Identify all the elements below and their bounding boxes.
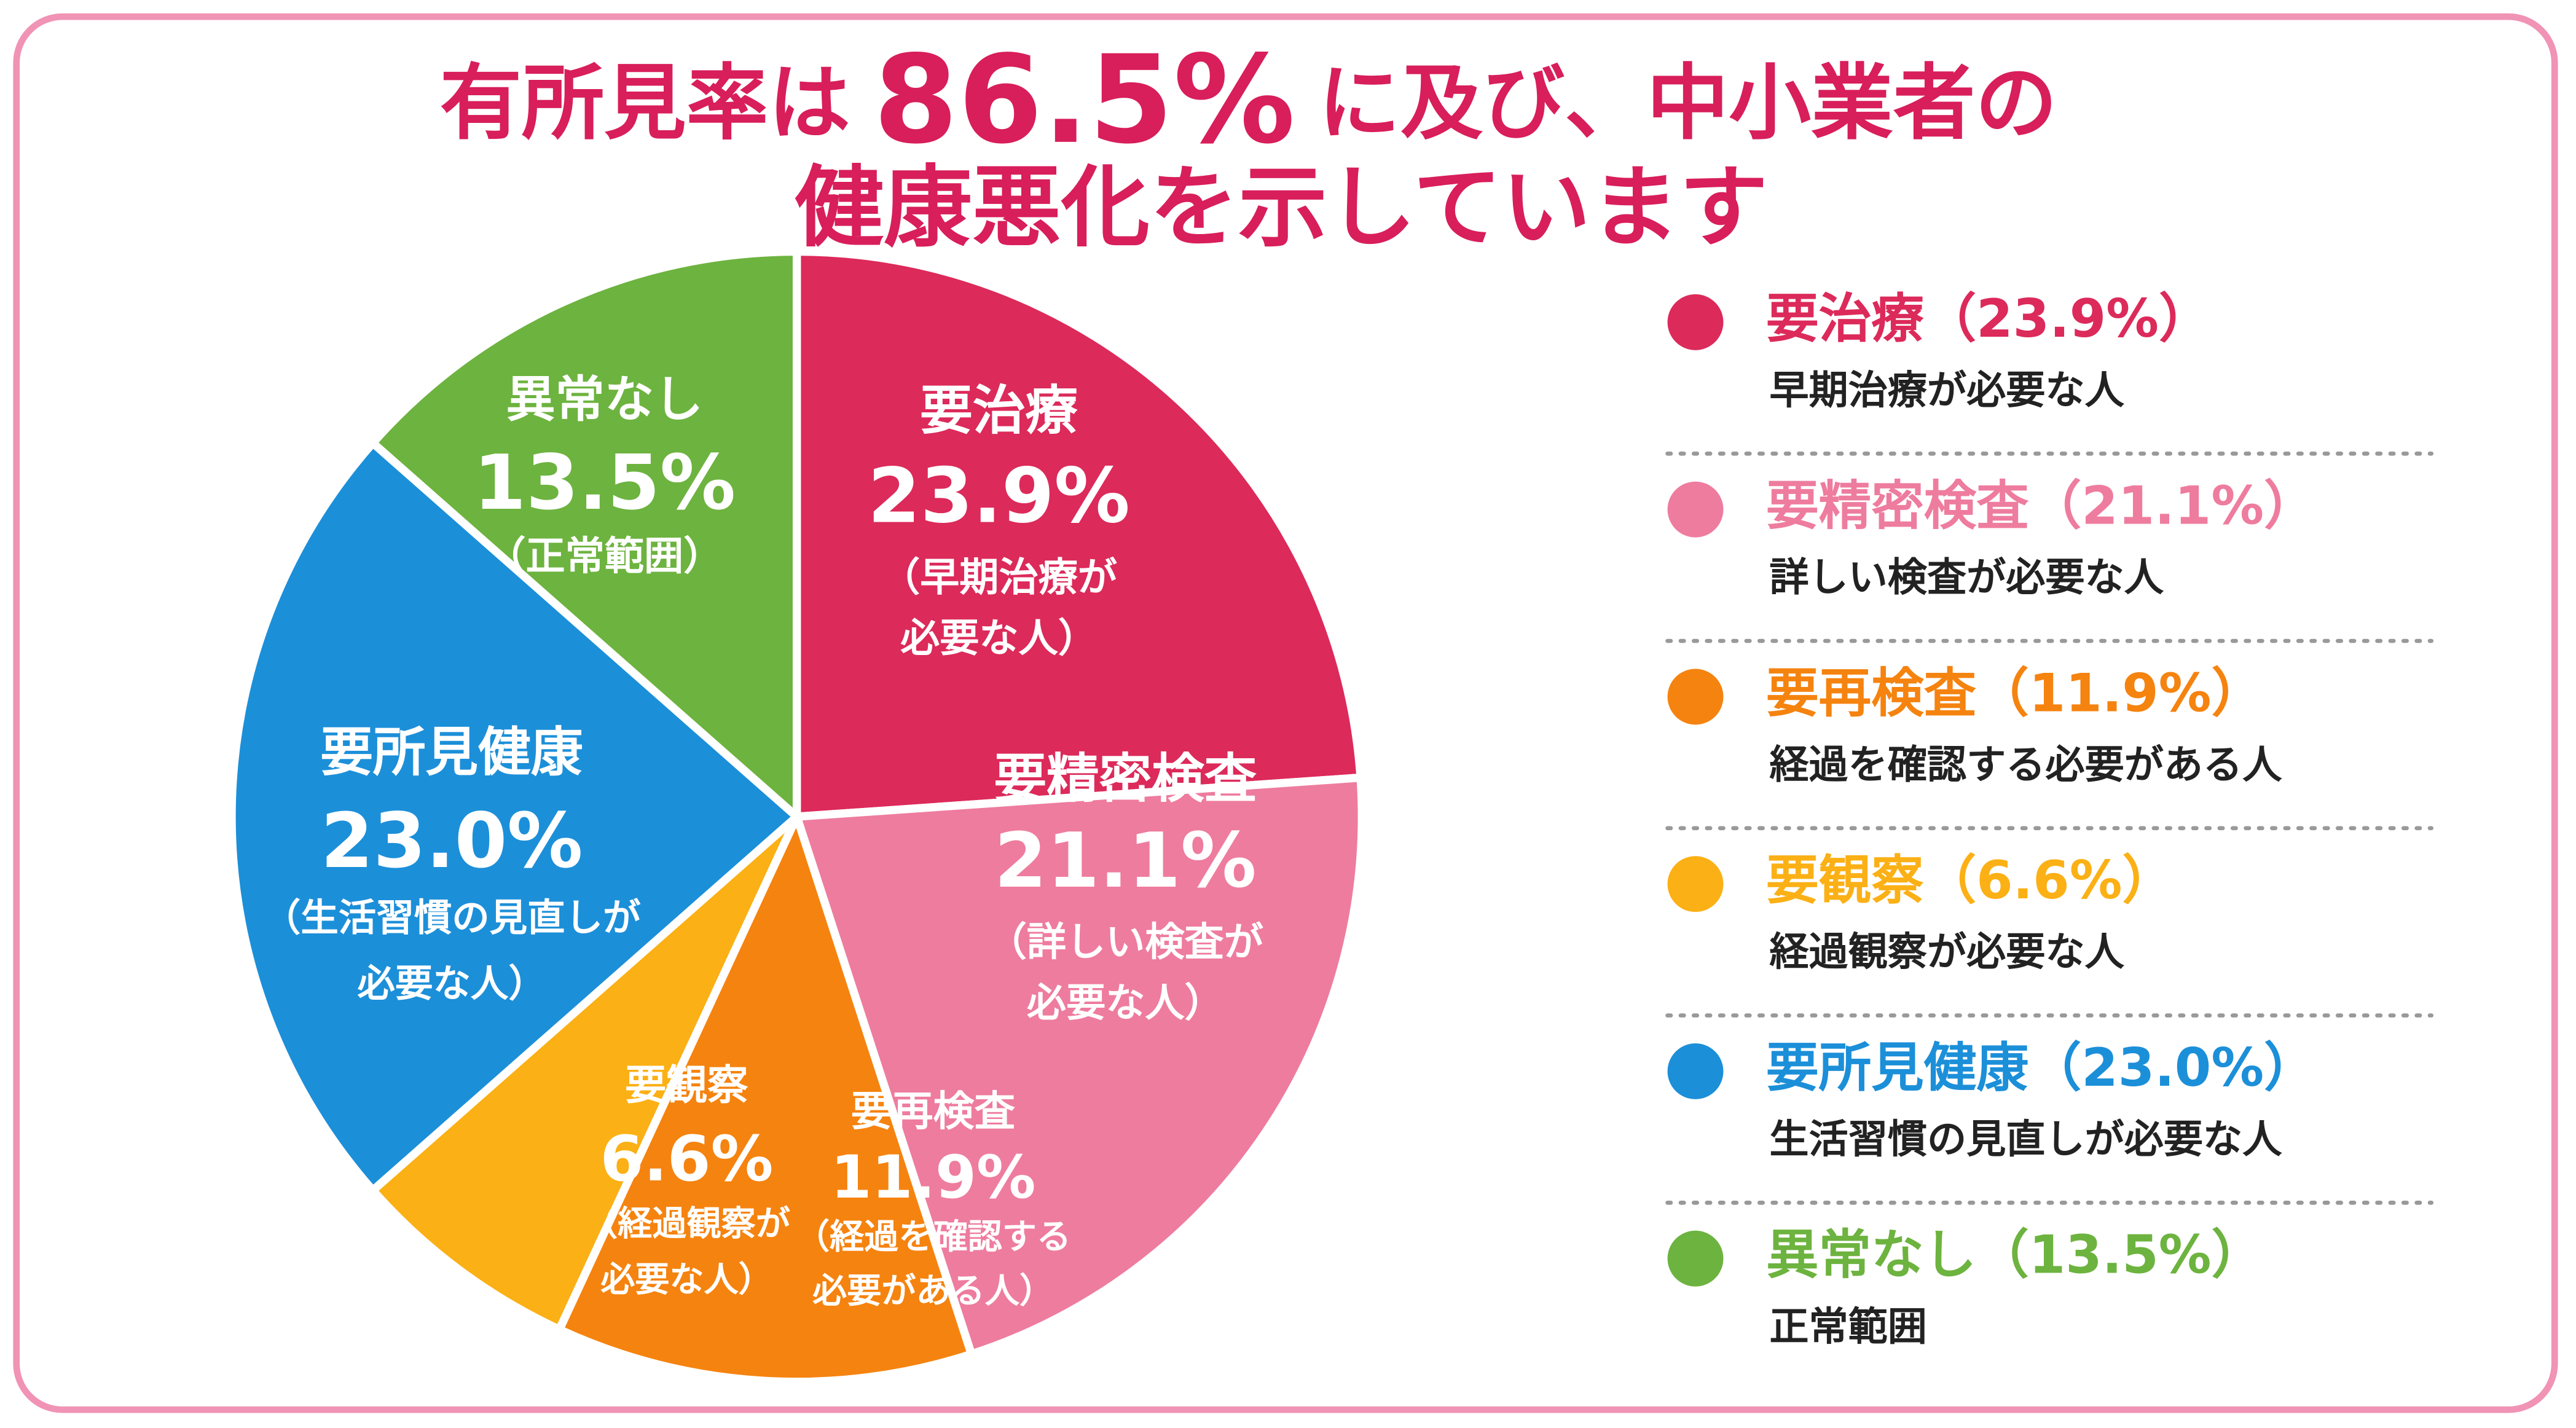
legend-marker: [1667, 1230, 1724, 1287]
slice-note: （経過観察が: [583, 1204, 790, 1244]
slice-note: 必要な人）: [1027, 980, 1224, 1026]
legend-label: 異常なし（13.5%）: [1766, 1225, 2264, 1286]
legend-marker: [1667, 294, 1724, 350]
legend-marker: [1667, 481, 1724, 538]
slice-name: 要治療: [920, 381, 1078, 442]
legend-marker: [1667, 1043, 1724, 1099]
slice-name: 要観察: [625, 1061, 748, 1109]
slice-value: 6.6%: [600, 1123, 774, 1195]
slice-name: 要再検査: [851, 1088, 1015, 1136]
slice-value: 23.9%: [868, 452, 1130, 540]
slice-value: 21.1%: [994, 817, 1257, 905]
pie-slice: [369, 812, 801, 1334]
legend-description: 経過を確認する必要がある人: [1769, 742, 2282, 788]
legend-label: 要所見健康（23.0%）: [1766, 1038, 2317, 1099]
legend-description: 生活習慣の見直しが必要な人: [1769, 1116, 2282, 1163]
legend-description: 正常範囲: [1769, 1304, 1927, 1350]
slice-note: （詳しい検査が: [988, 919, 1263, 965]
slice-note: （経過を確認する: [795, 1217, 1071, 1257]
pie-slice: [792, 773, 1366, 1359]
slice-note: （早期治療が: [881, 555, 1117, 601]
slice-note: （生活習慣の見直しが: [263, 896, 641, 940]
slice-note: 必要な人）: [900, 616, 1098, 662]
legend-description: 詳しい検査が必要な人: [1769, 555, 2164, 601]
pie-slice: [555, 812, 976, 1386]
slice-value: 23.0%: [321, 798, 583, 885]
chart-title: 有所見率は 86.5% に及び、中小業者の: [440, 29, 2057, 171]
slice-name: 要所見健康: [320, 723, 583, 783]
title-part: 有所見率は: [440, 55, 850, 151]
legend-marker: [1667, 856, 1724, 912]
chart-title: 健康悪化を示しています: [795, 156, 1768, 259]
pie-slice: [792, 247, 1365, 821]
title-highlight: 86.5%: [873, 29, 1295, 171]
legend-label: 要精密検査（21.1%）: [1766, 476, 2317, 537]
pie-slice: [227, 439, 801, 1195]
slice-note: 必要がある人）: [812, 1271, 1054, 1311]
slice-name: 異常なし: [506, 371, 703, 428]
title-part: に及び、中小業者の: [1318, 55, 2057, 151]
legend-label: 要再検査（11.9%）: [1766, 663, 2264, 724]
slice-note: 必要な人）: [358, 962, 546, 1006]
slice-name: 要精密検査: [994, 748, 1257, 809]
legend-description: 経過観察が必要な人: [1769, 929, 2124, 975]
pie-slice: [369, 247, 801, 821]
slice-note: 必要な人）: [600, 1260, 773, 1300]
legend-marker: [1667, 669, 1724, 725]
slice-value: 11.9%: [831, 1143, 1036, 1212]
slice-value: 13.5%: [474, 439, 736, 527]
slice-note: （正常範囲）: [486, 533, 723, 579]
legend-description: 早期治療が必要な人: [1769, 367, 2124, 414]
legend-label: 要治療（23.9%）: [1766, 289, 2212, 350]
legend-label: 要観察（6.6%）: [1766, 850, 2175, 911]
